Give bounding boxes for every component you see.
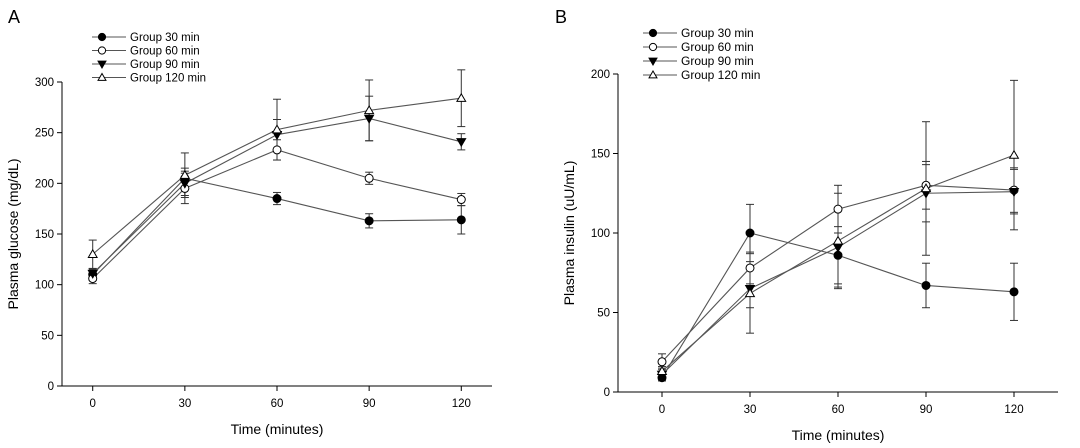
panel-a-data-point <box>364 173 374 183</box>
panel-a-y-tick-label: 0 <box>48 381 54 393</box>
panel-b-data-point <box>1008 149 1020 159</box>
panel-a-data-point <box>87 269 98 279</box>
panel-a-data-point <box>456 92 467 102</box>
panel-a-data-point <box>271 124 283 134</box>
panel-b-legend-label: Group 90 min <box>681 54 754 68</box>
glucose-chart: 0 50 100 150 200 250 300 0 30 60 90 120 Time (minute… <box>5 32 492 437</box>
panel-b-data-point <box>656 365 668 376</box>
panel-a-data-point <box>363 114 375 124</box>
panel-b-legend-marker <box>648 57 658 66</box>
panel-b-legend-marker <box>648 28 658 38</box>
insulin-chart: 0 50 100 150 200 0 30 60 90 120 Time (minutes) Plas… <box>561 26 1058 443</box>
panel-b-data-point <box>745 263 755 273</box>
panel-a-series-line-1 <box>92 149 462 279</box>
panel-b-data-point <box>745 228 755 238</box>
panel-b-y-tick-label: 200 <box>591 69 610 81</box>
panel-b-legend-label: Group 120 min <box>681 68 760 82</box>
panel-b-data-point <box>921 280 931 290</box>
panel-a-legend-marker <box>97 60 107 69</box>
panel-a-x-tick-label: 90 <box>363 398 376 410</box>
panel-a-y-tick-label: 150 <box>35 229 54 241</box>
panel-b-data-point <box>744 288 756 298</box>
panel-b-data-point <box>1008 187 1020 198</box>
panel-a-y-tick-label: 250 <box>35 128 54 140</box>
panel-a-x-axis-label: Time (minutes) <box>231 421 324 437</box>
panel-a-x-tick-label: 30 <box>178 398 191 410</box>
panel-b-data-point <box>657 357 667 367</box>
panel-b-legend-label: Group 60 min <box>681 40 754 54</box>
panel-a-x-tick-label: 120 <box>452 398 471 410</box>
panel-b-y-tick-label: 0 <box>604 387 610 399</box>
panel-b-y-tick-label: 50 <box>597 308 610 320</box>
panel-a-legend-label: Group 120 min <box>130 73 206 85</box>
panel-b-x-tick-label: 90 <box>920 404 933 416</box>
panel-b-legend-marker <box>648 70 658 79</box>
panel-b-legend-marker <box>648 42 658 52</box>
panel-b-x-tick-label: 30 <box>744 404 757 416</box>
panel-a-y-tick-label: 50 <box>41 330 54 342</box>
panel-a-data-point <box>87 248 98 258</box>
panel-b-data-point <box>832 243 844 253</box>
panel-b-y-axis-label: Plasma insulin (uU/mL) <box>561 161 577 306</box>
panel-b-data-point <box>832 235 844 245</box>
panel-a-y-tick-label: 200 <box>35 178 54 190</box>
panel-a-data-point <box>456 215 466 225</box>
panel-a-legend-label: Group 60 min <box>130 46 200 58</box>
panel-a-legend-label: Group 30 min <box>130 32 200 44</box>
panel-b-data-point <box>833 204 843 214</box>
panel-b-y-tick-label: 150 <box>591 149 610 161</box>
panel-a-data-point <box>363 104 375 115</box>
panel-a-legend-marker <box>97 32 107 42</box>
panel-a-legend-label: Group 90 min <box>130 59 200 71</box>
panel-a-data-point <box>364 216 374 226</box>
panel-a-x-tick-label: 60 <box>271 398 284 410</box>
panel-b-x-tick-label: 0 <box>659 404 665 416</box>
panel-b-y-tick-label: 100 <box>591 228 610 240</box>
panel-b-data-point <box>1009 287 1019 297</box>
panel-a-data-point <box>272 145 282 155</box>
panel-a-data-point <box>179 169 191 179</box>
panel-b-x-tick-label: 60 <box>832 404 845 416</box>
panel-b-data-point <box>920 183 932 193</box>
panel-a-data-point <box>272 194 282 204</box>
panel-b-legend-label: Group 30 min <box>681 26 754 40</box>
panel-b-x-tick-label: 120 <box>1004 404 1023 416</box>
panel-a-data-point <box>179 179 191 189</box>
panel-label-a: A <box>8 7 20 27</box>
panel-a-data-point <box>456 195 466 205</box>
panel-label-b: B <box>555 7 567 27</box>
panel-a-legend-marker <box>97 72 107 81</box>
panel-a-data-point <box>456 138 467 148</box>
panel-a-y-tick-label: 300 <box>35 77 54 89</box>
panel-a-y-tick-label: 100 <box>35 280 54 292</box>
panel-b-x-axis-label: Time (minutes) <box>792 427 885 443</box>
panel-a-legend-marker <box>97 46 107 55</box>
panel-a-y-axis-label: Plasma glucose (mg/dL) <box>5 159 21 310</box>
panel-a-x-tick-label: 0 <box>90 398 96 410</box>
